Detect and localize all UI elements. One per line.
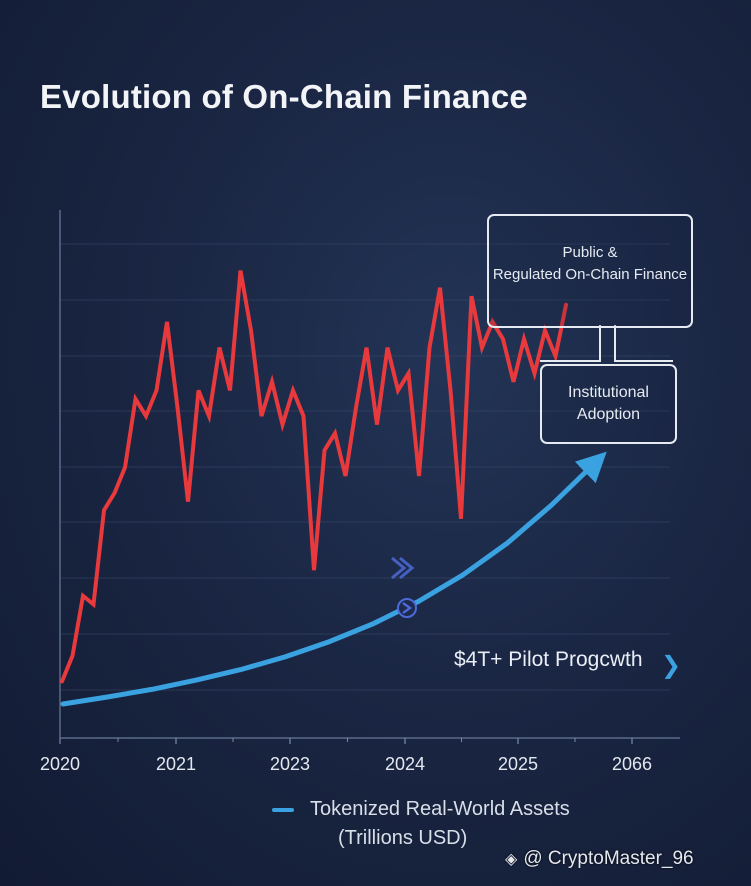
x-tick-label-4: 2025 — [498, 754, 538, 774]
watermark-text: @ CryptoMaster_96 — [523, 848, 694, 869]
public-box-connector-right — [614, 325, 673, 362]
legend-swatch — [272, 807, 294, 812]
public-box-connector-left — [540, 325, 601, 362]
red-activity-line — [60, 270, 568, 684]
blockchain-icon — [391, 556, 415, 580]
legend-label: Tokenized Real-World Assets — [310, 798, 570, 820]
binance-logo-icon: ◈ — [505, 851, 518, 868]
public-box-line1: Public & — [562, 244, 618, 261]
x-tick-label-3: 2024 — [385, 754, 425, 774]
inst-box-line2: Adoption — [576, 406, 641, 423]
x-tick-label-2: 2023 — [270, 754, 310, 774]
public-box-line2: Regulated On-Chain Finance — [492, 266, 688, 283]
institutional-adoption-box: Institutional Adoption — [540, 364, 677, 444]
watermark: ◈ @ CryptoMaster_96 — [505, 848, 694, 870]
pilot-growth-annotation: $4T+ Pilot Progcwth — [454, 648, 643, 671]
inst-box-line1: Institutional — [568, 384, 649, 401]
x-tick-label-1: 2021 — [156, 754, 196, 774]
chevron-right-icon: ❯ — [661, 652, 682, 679]
x-tick-label-5: 2066 — [612, 754, 652, 774]
chart-title: Evolution of On-Chain Finance — [40, 78, 528, 115]
chart-legend: Tokenized Real-World Assets (Trillions U… — [272, 795, 570, 853]
chain-node-icon — [397, 598, 417, 618]
public-regulated-finance-box: Public & Regulated On-Chain Finance — [487, 214, 693, 328]
x-tick-label-0: 2020 — [40, 754, 80, 774]
legend-sub: (Trillions USD) — [338, 827, 468, 849]
